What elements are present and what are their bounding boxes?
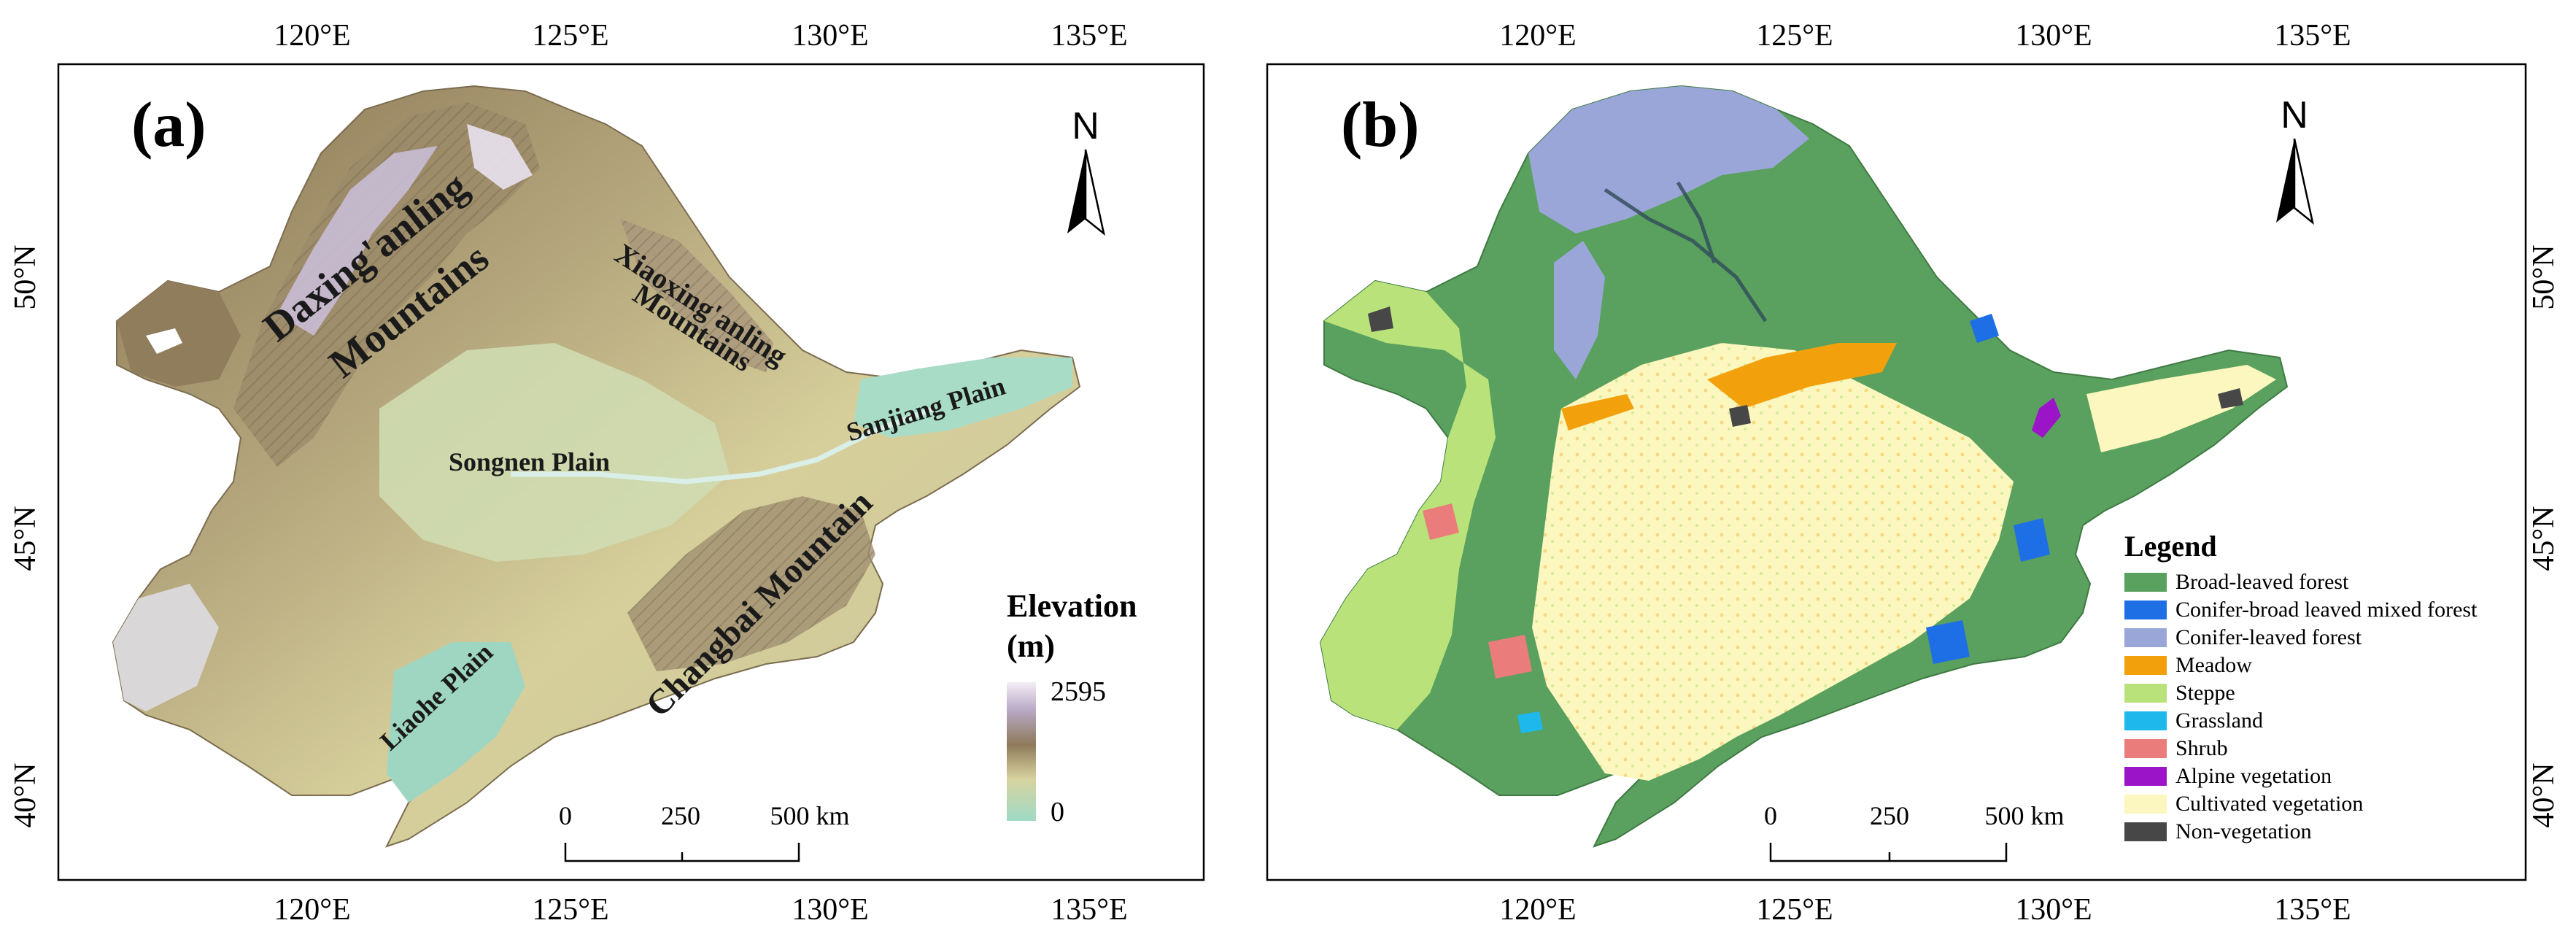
- legend-label: Conifer-broad leaved mixed forest: [2175, 598, 2478, 622]
- legend-label: Cultivated vegetation: [2175, 792, 2363, 816]
- panel-a-sw-highland: [113, 584, 219, 711]
- legend-swatch: [2124, 711, 2167, 730]
- scale-label-250: 250: [1870, 801, 1909, 830]
- panel-a-daxing-texture: [233, 102, 540, 467]
- place-songnen-plain: Songnen Plain: [449, 447, 610, 476]
- panel-b-nonveg: [2218, 388, 2243, 409]
- panel-b-nonveg: [1729, 405, 1751, 427]
- legend-label: Conifer-leaved forest: [2175, 625, 2362, 649]
- panel-a-left-tick: 45°N: [9, 506, 42, 571]
- panel-a-west-lobe: [117, 281, 241, 387]
- panel-b-conifer-west: [1554, 241, 1605, 379]
- panel-a-top-tick: 125°E: [532, 19, 608, 53]
- panel-b-label: (b): [1341, 90, 1420, 161]
- panel-b-bottom-tick: 125°E: [1756, 893, 1833, 927]
- elevation-max: 2595: [1051, 676, 1106, 707]
- panel-b-bottom-tick: 120°E: [1499, 893, 1576, 927]
- legend-label: Non-vegetation: [2175, 819, 2312, 843]
- panel-b-right-tick: 50°N: [2527, 244, 2561, 309]
- panel-a-high-peaks: [467, 124, 533, 190]
- panel-a-bottom-tick: 120°E: [274, 893, 350, 927]
- panel-b-top-tick: 135°E: [2274, 19, 2351, 53]
- legend-swatch: [2124, 628, 2167, 647]
- legend-label: Meadow: [2175, 653, 2252, 677]
- legend-label: Grassland: [2175, 708, 2263, 733]
- panel-b-north-arrow: N: [2276, 94, 2314, 225]
- scale-label-250: 250: [661, 801, 700, 830]
- elevation-title: Elevation: [1007, 588, 1137, 624]
- legend-swatch: [2124, 822, 2167, 841]
- panel-b-meadow: [1707, 343, 1897, 409]
- legend-label: Broad-leaved forest: [2175, 570, 2349, 594]
- legend-swatch: [2124, 656, 2167, 675]
- panel-a-songnen-plain: [379, 343, 730, 562]
- legend-label: Alpine vegetation: [2175, 764, 2332, 788]
- panel-b-right-tick: 40°N: [2527, 762, 2561, 827]
- legend-swatch: [2124, 795, 2167, 814]
- panel-a-label: (a): [131, 90, 206, 161]
- panel-a-left-tick: 40°N: [9, 762, 42, 827]
- panel-b-top-tick: 125°E: [1756, 19, 1833, 53]
- north-label: N: [2281, 94, 2308, 136]
- panel-b-mixed-forest: [1926, 620, 1970, 664]
- panel-a-liaohe-plain: [387, 642, 525, 803]
- panel-b-grassland: [1517, 711, 1543, 733]
- elevation-unit: (m): [1007, 628, 1055, 664]
- panel-b-top-tick: 120°E: [1499, 19, 1576, 53]
- panel-a-scalebar: 0 250 500 km: [559, 801, 850, 862]
- panel-b-top-tick: 130°E: [2015, 19, 2092, 53]
- panel-b-rivers: [1604, 181, 1768, 323]
- elevation-legend: Elevation (m) 2595 0: [1007, 588, 1137, 827]
- north-label: N: [1072, 105, 1099, 147]
- panel-b-conifer-north: [1528, 86, 1809, 233]
- legend-swatch: [2124, 739, 2167, 758]
- scale-label-0: 0: [559, 801, 572, 830]
- panel-b-mixed-forest: [1970, 314, 1999, 343]
- scale-label-0: 0: [1764, 801, 1777, 830]
- panel-a: 120°E 125°E 130°E 135°E 120°E 125°E 130°…: [9, 19, 1205, 927]
- panel-b-bottom-tick: 130°E: [2015, 893, 2092, 927]
- panel-a-top-tick: 135°E: [1051, 19, 1127, 53]
- legend-swatch: [2124, 767, 2167, 786]
- panel-b-cultivated: [1532, 343, 2014, 781]
- panel-b-meadow: [1561, 394, 1634, 430]
- panel-a-bottom-tick: 135°E: [1051, 893, 1127, 927]
- panel-b-alpine: [2032, 398, 2061, 438]
- panel-a-top-tick: 120°E: [274, 19, 350, 53]
- panel-a-bottom-tick: 125°E: [532, 893, 608, 927]
- panel-a-left-tick: 50°N: [9, 244, 42, 309]
- panel-a-top-tick: 130°E: [792, 19, 868, 53]
- panel-a-north-arrow: N: [1067, 105, 1105, 236]
- legend-label: Shrub: [2175, 736, 2228, 760]
- panel-b-mixed-forest: [2014, 518, 2050, 562]
- legend-swatch: [2124, 573, 2167, 592]
- panel-b-cultivated-east: [2086, 365, 2276, 452]
- legend-swatch: [2124, 600, 2167, 619]
- panel-a-bottom-tick: 130°E: [792, 893, 868, 927]
- panel-b-shrub: [1423, 503, 1459, 540]
- panel-b-scalebar: 0 250 500 km: [1764, 801, 2065, 862]
- panel-a-xiaoxing-texture: [620, 219, 773, 372]
- panel-b-right-tick: 45°N: [2527, 506, 2561, 571]
- panel-b-nonveg: [1368, 306, 1393, 332]
- panel-b-steppe: [1320, 281, 1496, 730]
- legend-title: Legend: [2124, 530, 2217, 563]
- elevation-min: 0: [1051, 797, 1064, 827]
- panel-a-lake: [146, 328, 182, 354]
- scale-label-500: 500 km: [770, 801, 849, 830]
- legend-swatch: [2124, 684, 2167, 703]
- panel-b: 120°E 125°E 130°E 135°E 120°E 125°E 130°…: [1266, 19, 2561, 927]
- panel-a-changbai-texture: [627, 496, 875, 671]
- legend-label: Steppe: [2175, 681, 2235, 705]
- panel-a-high-peaks: [277, 146, 438, 336]
- elevation-colorbar: [1007, 682, 1036, 821]
- vegetation-legend: Legend Broad-leaved forest Conifer-broad …: [2124, 530, 2478, 843]
- scale-label-500: 500 km: [1984, 801, 2064, 830]
- panel-b-bottom-tick: 135°E: [2274, 893, 2351, 927]
- panel-a-river: [511, 406, 935, 484]
- panel-b-shrub: [1488, 635, 1532, 679]
